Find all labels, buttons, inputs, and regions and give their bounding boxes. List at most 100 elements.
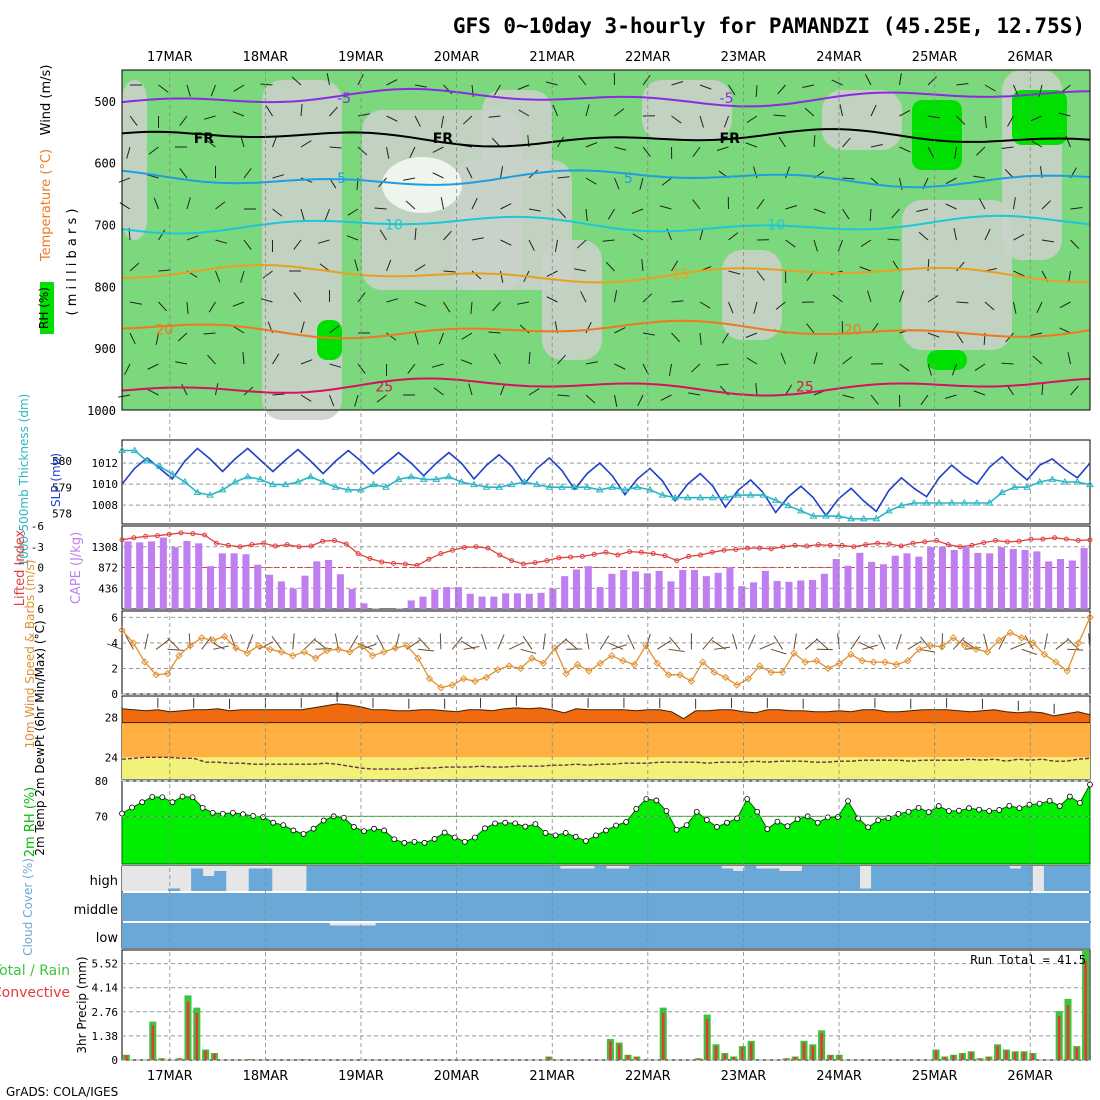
wind-barb xyxy=(260,298,273,303)
li-point xyxy=(780,544,786,550)
wind-barb xyxy=(500,270,504,283)
rh-point xyxy=(472,834,478,841)
wind-barb xyxy=(488,115,501,118)
thickness-point xyxy=(784,501,793,509)
cloud-bar-middle xyxy=(317,893,330,921)
wind-barb xyxy=(329,106,338,117)
wind-speed-point xyxy=(1017,634,1026,642)
rh-point xyxy=(512,820,519,827)
cloud-bar-low xyxy=(271,923,284,948)
date-label-bottom: 18MAR xyxy=(243,1069,289,1084)
li-point xyxy=(863,542,869,548)
rh-point xyxy=(724,819,730,826)
li-tick-label: -3 xyxy=(31,541,44,554)
cape-bar xyxy=(1021,549,1029,609)
temp-axis-label: 2m Temp 2m DewPt (6hr Min/Max) (°C) xyxy=(33,620,47,855)
cloud-bar-middle xyxy=(801,893,814,921)
cloud-bar-low xyxy=(951,923,964,948)
thickness-point xyxy=(671,493,680,501)
li-point xyxy=(839,542,845,548)
wind-barb xyxy=(557,354,566,365)
rh-point xyxy=(835,814,841,820)
wind-barb xyxy=(386,79,398,86)
cloud-bar-high xyxy=(398,866,411,891)
cloud-bar-high xyxy=(433,866,446,891)
rh-point xyxy=(280,822,287,829)
cloud-bar-high xyxy=(1055,866,1068,891)
thickness-point xyxy=(897,501,906,509)
wind-barb xyxy=(642,74,651,86)
wind-barb xyxy=(576,239,587,249)
wind-barb xyxy=(984,115,987,128)
wind-barb xyxy=(945,203,957,210)
wind-barb xyxy=(585,177,597,185)
precip-tick-label: 2.76 xyxy=(92,1006,119,1019)
wind-barb xyxy=(842,177,855,180)
rh-point xyxy=(260,814,267,820)
wind-speed-point xyxy=(391,644,400,652)
cloud-bar-low xyxy=(986,923,999,948)
wind-speed-point xyxy=(949,634,958,642)
wind-axis-label: 10m Wind Speed & Barbs (m/s) xyxy=(23,560,37,749)
wind-barb xyxy=(927,332,940,338)
cloud-bar-middle xyxy=(997,893,1010,921)
precip-convective-bar xyxy=(820,1033,823,1060)
wind-speed-point xyxy=(118,626,126,634)
wind-barb xyxy=(232,301,245,307)
wind-barb xyxy=(899,73,902,86)
cloud-bar-high xyxy=(421,866,434,891)
li-point xyxy=(827,542,833,548)
precip-convective-bar xyxy=(301,1059,304,1060)
li-point xyxy=(143,533,149,539)
cloud-bar-middle xyxy=(467,893,480,921)
cloud-bar-middle xyxy=(248,893,261,921)
cloud-bar-low xyxy=(974,923,987,948)
cape-bar xyxy=(537,592,545,609)
li-tick-label: 6 xyxy=(37,603,44,616)
li-point xyxy=(804,543,810,549)
wind-barb xyxy=(927,146,935,158)
thickness-point xyxy=(331,483,340,490)
cloud-bar-high xyxy=(479,866,492,891)
cape-bar xyxy=(596,587,604,609)
wind-speed-point xyxy=(368,651,377,660)
wind-barb xyxy=(354,259,359,272)
cape-bar xyxy=(443,587,451,609)
cloud-bar-high xyxy=(340,866,353,891)
wind-barb xyxy=(414,264,426,272)
wind-barb xyxy=(463,646,480,650)
temp-area xyxy=(121,703,1091,724)
wind-speed-point xyxy=(334,645,343,654)
wind-barb xyxy=(608,642,624,650)
wind-barb xyxy=(260,83,273,86)
wind-barb xyxy=(431,363,444,368)
cloud-bar-high xyxy=(686,866,699,891)
wind-barb xyxy=(262,270,273,279)
li-point xyxy=(721,547,727,553)
thickness-point xyxy=(394,475,403,482)
wind-barb xyxy=(747,634,756,650)
wind-barb xyxy=(945,177,957,185)
wind-barb xyxy=(186,235,199,241)
cloud-bar-middle xyxy=(744,893,757,921)
rh-point xyxy=(633,806,640,812)
rh-point xyxy=(139,799,146,806)
wind-barb xyxy=(699,301,711,309)
cloud-bar-low xyxy=(629,923,642,948)
li-point xyxy=(461,544,467,550)
wind-barb xyxy=(813,208,826,214)
wind-barb xyxy=(271,636,282,650)
li-point xyxy=(756,545,762,551)
cloud-bar-low xyxy=(168,923,181,948)
rh-point xyxy=(925,809,932,815)
rh-gray-region xyxy=(452,160,572,290)
cloud-bar-middle xyxy=(421,893,434,921)
cloud-bar-high xyxy=(1066,866,1079,891)
wind-barb xyxy=(1024,635,1034,650)
cape-bar xyxy=(336,574,344,609)
isotherm-label: FR xyxy=(433,131,454,147)
cloud-bar-high xyxy=(652,866,665,891)
wind-speed-point xyxy=(220,632,229,641)
cloud-bar-high xyxy=(721,868,734,891)
wind-barb xyxy=(208,301,216,313)
